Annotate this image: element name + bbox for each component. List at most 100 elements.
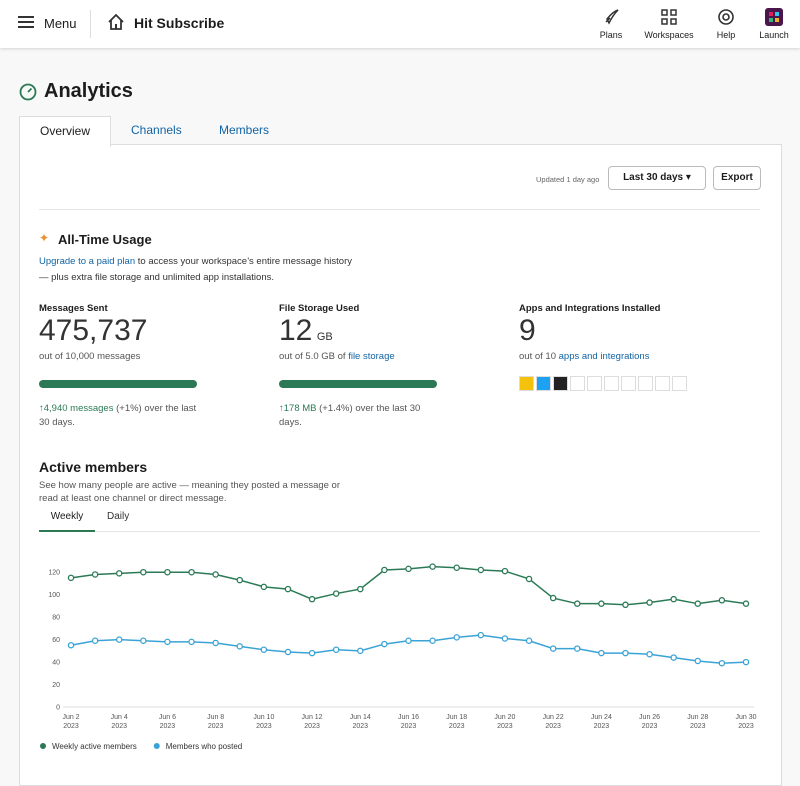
section-description: See how many people are active — meaning… bbox=[39, 480, 341, 504]
stat-value: 12 bbox=[279, 314, 313, 347]
data-point bbox=[670, 654, 677, 661]
note-link[interactable]: file storage bbox=[348, 351, 395, 362]
sparkle-icon: ✦ bbox=[39, 231, 50, 245]
y-tick-label: 0 bbox=[56, 705, 60, 712]
x-tick-year: 2023 bbox=[401, 723, 417, 730]
x-tick-label: Jun 8 bbox=[207, 714, 224, 721]
data-point bbox=[284, 585, 292, 593]
x-tick-year: 2023 bbox=[594, 723, 610, 730]
tab-active[interactable]: Overview bbox=[19, 116, 111, 147]
chart-tab-active[interactable]: Weekly bbox=[39, 511, 95, 532]
data-point bbox=[477, 631, 485, 639]
menu-label[interactable]: Menu bbox=[44, 16, 77, 31]
legend-marker bbox=[153, 743, 160, 749]
x-tick-label: Jun 2 bbox=[62, 714, 79, 721]
menu-icon[interactable] bbox=[18, 15, 34, 29]
data-point bbox=[236, 643, 243, 650]
data-point bbox=[525, 637, 533, 644]
stat-messages: Messages Sent 475,737 out of 10,000 mess… bbox=[39, 303, 204, 430]
nav-label: Plans bbox=[599, 30, 623, 40]
panel bbox=[19, 144, 782, 786]
data-point bbox=[140, 637, 147, 644]
x-tick-label: Jun 18 bbox=[446, 714, 467, 721]
data-point bbox=[308, 595, 316, 603]
data-point bbox=[236, 576, 243, 584]
data-point bbox=[477, 566, 485, 574]
stat-delta: ↑178 MB (+1.4%) over the last 30 days. bbox=[279, 402, 444, 430]
y-tick-label: 120 bbox=[48, 570, 60, 577]
x-tick-year: 2023 bbox=[160, 723, 176, 730]
x-tick-label: Jun 14 bbox=[350, 714, 371, 721]
stat-value: 9 bbox=[519, 314, 536, 347]
data-point bbox=[718, 659, 726, 667]
updated-note: Updated 1 day ago bbox=[536, 175, 600, 184]
nav-plans[interactable]: Plans bbox=[581, 8, 641, 40]
data-point bbox=[598, 600, 605, 607]
data-point bbox=[405, 565, 412, 573]
data-point bbox=[646, 599, 653, 606]
chart-tab[interactable]: Daily bbox=[107, 511, 130, 522]
x-tick-year: 2023 bbox=[352, 723, 368, 730]
nav-workspaces[interactable]: Workspaces bbox=[639, 8, 699, 40]
data-point bbox=[429, 637, 436, 644]
data-point bbox=[91, 571, 99, 578]
intro: Upgrade to a paid plan to access your wo… bbox=[39, 254, 364, 286]
data-point bbox=[646, 650, 653, 658]
note-link[interactable]: apps and integrations bbox=[558, 351, 650, 362]
data-point bbox=[501, 635, 509, 642]
data-point bbox=[694, 600, 702, 607]
workspace-name[interactable]: Hit Subscribe bbox=[134, 15, 225, 31]
data-point bbox=[574, 600, 581, 607]
data-point bbox=[525, 575, 533, 583]
stat-note: out of 10 apps and integrations bbox=[519, 350, 689, 364]
data-point bbox=[332, 590, 340, 597]
app-icon bbox=[519, 376, 534, 391]
app-icon bbox=[553, 376, 568, 391]
nav-launch[interactable]: Launch bbox=[744, 8, 800, 40]
data-point bbox=[115, 636, 123, 643]
data-point bbox=[164, 568, 171, 576]
stat-note: out of 10,000 messages bbox=[39, 351, 141, 362]
stat-delta: ↑4,940 messages (+1%) over the last 30 d… bbox=[39, 402, 204, 430]
export-button[interactable]: Export bbox=[713, 166, 761, 190]
analytics-icon bbox=[19, 83, 37, 101]
delta-value: ↑178 MB bbox=[279, 403, 317, 414]
stat-unit: GB bbox=[316, 331, 333, 343]
range-button[interactable]: Last 30 days ▾ bbox=[608, 166, 706, 190]
x-tick-label: Jun 10 bbox=[253, 714, 274, 721]
data-point bbox=[453, 634, 460, 641]
tab[interactable]: Members bbox=[219, 123, 270, 137]
intro-text: to access your workspace’s entire messag… bbox=[39, 256, 352, 283]
delta-pct: (+1%) bbox=[116, 403, 142, 414]
legend-marker bbox=[40, 743, 46, 749]
x-tick-label: Jun 28 bbox=[687, 714, 708, 721]
data-point bbox=[188, 638, 195, 646]
data-point bbox=[429, 563, 436, 570]
upgrade-link[interactable]: Upgrade to a paid plan bbox=[39, 256, 136, 267]
data-point bbox=[694, 657, 702, 665]
x-tick-label: Jun 30 bbox=[735, 714, 756, 721]
y-tick-label: 20 bbox=[52, 682, 60, 689]
data-point bbox=[598, 649, 605, 657]
app-slot bbox=[638, 376, 653, 391]
x-tick-label: Jun 24 bbox=[591, 714, 612, 721]
data-point bbox=[67, 574, 75, 582]
data-point bbox=[718, 597, 726, 604]
data-point bbox=[284, 648, 292, 656]
tab[interactable]: Channels bbox=[131, 123, 182, 137]
stat-label: Apps and Integrations Installed bbox=[519, 303, 661, 314]
legend-label: Weekly active members bbox=[52, 742, 137, 751]
x-tick-label: Jun 26 bbox=[639, 714, 660, 721]
delta-value: ↑4,940 messages bbox=[39, 403, 114, 414]
note-text: out of 5.0 GB of bbox=[279, 351, 346, 362]
stat-label: Messages Sent bbox=[39, 303, 108, 314]
data-point bbox=[670, 595, 677, 603]
stat-apps: Apps and Integrations Installed 9 out of… bbox=[519, 303, 689, 394]
data-point bbox=[91, 637, 99, 644]
y-tick-label: 40 bbox=[52, 660, 60, 667]
divider bbox=[39, 531, 760, 532]
data-point bbox=[357, 585, 364, 593]
nav-help[interactable]: Help bbox=[696, 8, 756, 40]
app-icon bbox=[536, 376, 551, 391]
y-tick-label: 80 bbox=[52, 615, 60, 622]
